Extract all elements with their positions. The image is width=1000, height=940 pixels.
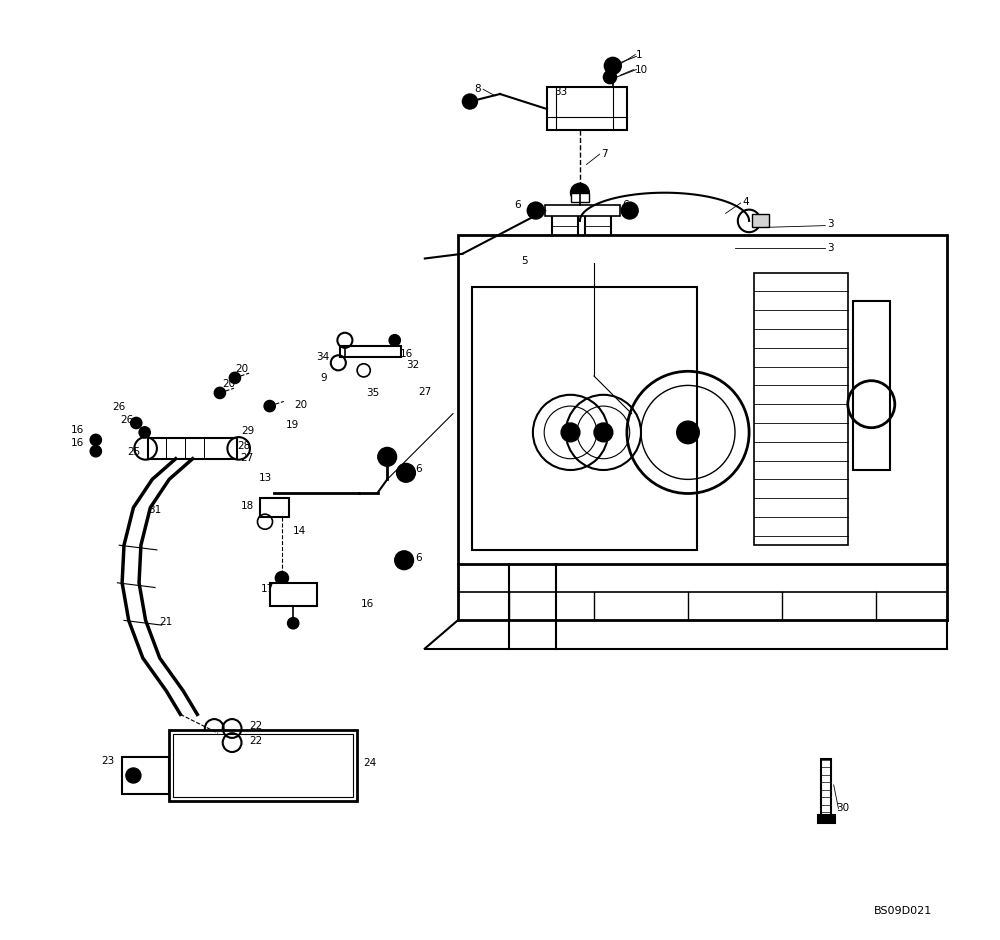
Text: 4: 4	[743, 197, 749, 207]
Text: 35: 35	[367, 388, 380, 398]
Bar	[818, 815, 835, 822]
Text: 21: 21	[160, 618, 173, 627]
Text: 20: 20	[235, 365, 248, 374]
Bar	[852, 301, 890, 470]
Text: 6: 6	[514, 200, 521, 210]
Circle shape	[126, 768, 141, 783]
Text: 6: 6	[415, 554, 422, 563]
Circle shape	[214, 387, 226, 399]
Text: 33: 33	[555, 87, 568, 97]
Text: 16: 16	[71, 425, 85, 434]
Bar	[458, 235, 946, 564]
Text: 3: 3	[827, 243, 834, 253]
Bar	[754, 273, 848, 545]
Bar	[472, 287, 697, 550]
Text: 16: 16	[399, 350, 413, 359]
Text: BS09D021: BS09D021	[874, 906, 932, 916]
Text: 14: 14	[293, 526, 306, 536]
Circle shape	[229, 372, 241, 384]
Circle shape	[527, 202, 544, 219]
Circle shape	[139, 427, 150, 438]
Text: 1: 1	[636, 50, 643, 59]
Text: 22: 22	[249, 736, 262, 745]
Text: 27: 27	[241, 453, 254, 462]
Text: 19: 19	[286, 420, 299, 430]
Circle shape	[395, 551, 414, 570]
Bar	[547, 87, 627, 130]
Text: 26: 26	[113, 402, 126, 412]
Text: 28: 28	[237, 441, 250, 450]
Circle shape	[397, 463, 415, 482]
Circle shape	[604, 57, 621, 74]
Text: 26: 26	[120, 415, 133, 425]
Text: 23: 23	[101, 757, 115, 766]
Text: 20: 20	[294, 400, 307, 410]
Text: 32: 32	[406, 360, 419, 369]
Bar	[752, 214, 769, 227]
Circle shape	[389, 335, 400, 346]
Circle shape	[570, 183, 589, 202]
Text: 18: 18	[240, 501, 254, 510]
Circle shape	[621, 202, 638, 219]
Circle shape	[378, 447, 397, 466]
Bar	[270, 583, 317, 606]
Text: 34: 34	[316, 352, 329, 362]
Bar	[340, 346, 401, 357]
Circle shape	[603, 70, 617, 84]
Bar	[122, 757, 169, 794]
Text: 30: 30	[837, 804, 850, 813]
Text: 3: 3	[827, 219, 834, 228]
Bar	[173, 734, 353, 797]
Bar	[552, 212, 578, 263]
Bar	[570, 193, 589, 202]
Text: 16: 16	[71, 438, 85, 447]
Circle shape	[594, 423, 613, 442]
Text: 20: 20	[222, 380, 235, 389]
Circle shape	[462, 94, 477, 109]
Text: 24: 24	[364, 759, 377, 768]
Text: 31: 31	[148, 506, 162, 515]
Bar	[545, 205, 620, 216]
Bar	[585, 212, 611, 263]
Text: 17: 17	[261, 585, 274, 594]
Bar	[169, 730, 357, 801]
Bar	[148, 438, 237, 459]
Circle shape	[90, 446, 101, 457]
Circle shape	[90, 434, 101, 446]
Text: 27: 27	[418, 387, 431, 397]
Text: 6: 6	[415, 464, 422, 474]
Text: 10: 10	[634, 65, 648, 74]
Circle shape	[561, 423, 580, 442]
Text: 6: 6	[622, 200, 629, 210]
Text: 9: 9	[320, 373, 327, 383]
Circle shape	[131, 417, 142, 429]
Text: 8: 8	[475, 85, 481, 94]
Circle shape	[288, 618, 299, 629]
Circle shape	[275, 572, 289, 585]
Text: 22: 22	[249, 721, 262, 730]
Bar	[821, 759, 831, 820]
Text: 13: 13	[259, 473, 273, 482]
Circle shape	[677, 421, 699, 444]
Text: 5: 5	[522, 257, 528, 266]
Circle shape	[264, 400, 275, 412]
Text: 16: 16	[361, 600, 374, 609]
Text: 25: 25	[128, 447, 141, 457]
Bar	[260, 498, 289, 517]
Text: 29: 29	[242, 427, 255, 436]
Text: 7: 7	[602, 149, 608, 159]
